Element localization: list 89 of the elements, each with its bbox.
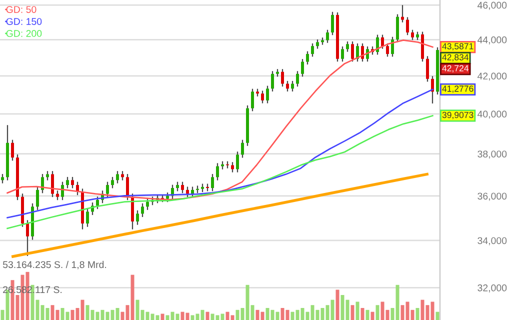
candlestick [86,208,89,228]
y-tick-label: 34,000 [478,237,507,246]
y-tick-label: 46,000 [477,2,507,10]
data-label: 43,5871 [442,43,474,50]
bar [356,302,360,320]
candlestick [126,173,129,201]
candlestick [261,90,264,104]
y-tick-label: 40,000 [477,110,507,119]
candlestick [71,176,74,189]
bar [416,308,420,320]
candlestick [141,202,144,218]
candlestick [266,85,269,104]
candlestick [116,170,119,184]
candlestick [1,173,4,184]
candlestick [181,181,184,194]
candlestick [351,40,354,62]
candlestick [111,176,114,189]
candlestick [396,14,399,43]
candlestick [341,46,344,62]
candlestick [311,42,314,58]
candlestick [56,190,59,201]
candlestick [51,170,54,198]
data-label: 41,2776 [442,86,474,93]
candlestick [251,88,254,112]
candlestick [391,36,394,58]
data-label: 39,9073 [442,112,474,120]
candlestick [241,139,244,158]
candlestick [291,80,294,92]
y-tick-label: 42,000 [477,72,507,81]
candlestick [211,173,214,192]
bar [176,314,180,320]
bar [436,312,440,320]
candlestick [326,29,329,44]
candlestick [346,40,349,52]
bar [350,305,354,320]
bar [156,315,160,320]
candlestick [26,220,29,257]
candlestick [381,34,384,50]
text: 42,834 [442,54,469,62]
candlestick [41,173,44,194]
candlestick [96,196,99,210]
candlestick [46,170,49,181]
legend-label: GD: 50 [6,6,36,13]
candlestick [11,139,14,162]
candlestick [406,16,409,36]
candlestick [146,198,149,210]
candlestick [106,181,109,198]
bar [130,274,134,320]
y-tick-label: 44,000 [477,36,507,44]
candlestick [316,38,319,50]
candlestick [296,70,299,88]
bar [160,314,164,320]
legend-label: GD: 150 [6,18,42,25]
bar [390,308,394,320]
candlestick [61,181,64,201]
candlestick [281,68,284,88]
candlestick [426,56,429,82]
legend-label: GD: 200 [6,30,42,37]
candlestick [301,58,304,78]
candlestick [66,176,69,189]
text: 42,724 [442,65,469,72]
candlestick [216,162,219,181]
candlestick [231,162,234,173]
y-tick-label: 38,000 [478,150,507,159]
bar [360,308,364,320]
bar [66,312,70,320]
candlestick [411,29,414,41]
candlestick [236,151,239,173]
candlestick [356,42,359,62]
candlestick [271,70,274,92]
bar [70,310,74,320]
bar [206,312,210,320]
candlestick [121,170,124,181]
candlestick [331,11,334,36]
candlestick [36,186,39,210]
candlestick [136,210,139,226]
candlestick [186,186,189,198]
candlestick [176,181,179,192]
candlestick [306,50,309,66]
annotation: 53.164.235 S. / 1,8 Mrd. [2,260,106,270]
y-tick-label: 36,000 [478,192,507,201]
candlestick [191,186,194,198]
candlestick [401,4,404,23]
bar [366,310,370,320]
candlestick [286,80,289,92]
bar [430,302,434,320]
bar [330,300,334,320]
y-tick-label: 32,000 [478,284,507,292]
candlestick [386,42,389,58]
